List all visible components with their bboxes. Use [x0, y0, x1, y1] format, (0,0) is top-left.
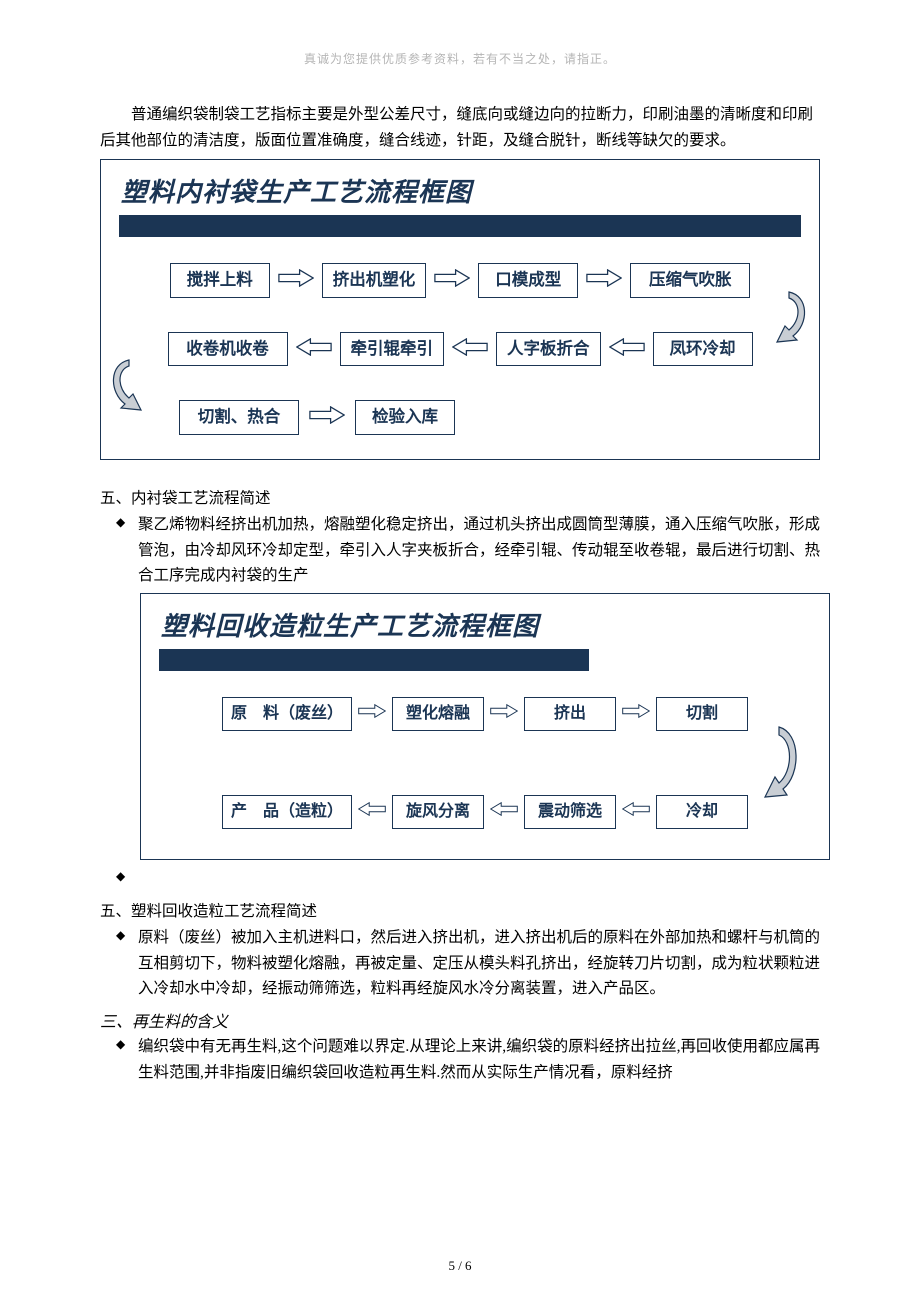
d1-step-6: 牵引辊牵引: [340, 332, 445, 367]
d1-step-8: 凤环冷却: [653, 332, 753, 367]
section-5a-heading: 五、内衬袋工艺流程简述: [100, 486, 820, 508]
arrow-left-icon: [296, 338, 332, 361]
diagram-recycle-flow: 塑料回收造粒生产工艺流程框图 原 料（废丝） 塑化熔融 挤出 切割 产 品（造粒…: [140, 593, 830, 860]
d2-step-4: 切割: [656, 697, 748, 731]
diagram1-title-bar: [119, 215, 801, 237]
d1-curve-down-left: [119, 366, 801, 400]
diagram1-row3: 切割、热合 检验入库: [119, 400, 801, 435]
diagram2-title: 塑料回收造粒生产工艺流程框图: [161, 606, 811, 643]
diagram1-title: 塑料内衬袋生产工艺流程框图: [121, 172, 801, 209]
section-5b-heading: 五、塑料回收造粒工艺流程简述: [100, 899, 820, 921]
section-3-list: 编织袋中有无再生料,这个问题难以界定.从理论上来讲,编织袋的原料经挤出拉丝,再回…: [100, 1034, 820, 1085]
empty-bullet: [138, 866, 820, 892]
d1-step-10: 检验入库: [355, 400, 455, 435]
d2-step-6: 旋风分离: [392, 795, 484, 829]
d1-step-2: 挤出机塑化: [322, 263, 427, 298]
page-header-note: 真诚为您提供优质参考资料，若有不当之处，请指正。: [100, 50, 820, 67]
d1-step-5: 收卷机收卷: [168, 332, 288, 367]
diagram2-row1: 原 料（废丝） 塑化熔融 挤出 切割: [159, 697, 811, 731]
section-5b-list: 原料（废丝）被加入主机进料口，然后进入挤出机，进入挤出机后的原料在外部加热和螺杆…: [100, 925, 820, 1002]
arrow-right-icon: [586, 269, 622, 292]
d1-curve-down-right: [119, 298, 801, 332]
section-3-heading: 三、再生料的含义: [100, 1008, 820, 1032]
diagram1-row1: 搅拌上料 挤出机塑化 口模成型 压缩气吹胀: [119, 263, 801, 298]
d2-step-2: 塑化熔融: [392, 697, 484, 731]
d1-step-7: 人字板折合: [496, 332, 601, 367]
arrow-left-icon: [622, 800, 650, 823]
curve-arrow-icon: [105, 358, 161, 414]
d2-step-3: 挤出: [524, 697, 616, 731]
arrow-right-icon: [434, 269, 470, 292]
page-footer: 5 / 6: [0, 1258, 920, 1274]
d2-step-8: 冷却: [656, 795, 748, 829]
empty-bullet-list: [100, 866, 820, 892]
intro-paragraph: 普通编织袋制袋工艺指标主要是外型公差尺寸，缝底向或缝边向的拉断力，印刷油墨的清晰…: [100, 102, 820, 153]
section-3-item: 编织袋中有无再生料,这个问题难以界定.从理论上来讲,编织袋的原料经挤出拉丝,再回…: [138, 1034, 820, 1085]
d2-step-1: 原 料（废丝）: [222, 697, 352, 731]
arrow-right-icon: [358, 702, 386, 725]
d1-step-4: 压缩气吹胀: [630, 263, 750, 298]
d2-curve-down-right: [159, 731, 811, 795]
diagram2-title-bar: [159, 649, 589, 671]
d1-step-9: 切割、热合: [179, 400, 299, 435]
d1-step-3: 口模成型: [478, 263, 578, 298]
section-5b-item: 原料（废丝）被加入主机进料口，然后进入挤出机，进入挤出机后的原料在外部加热和螺杆…: [138, 925, 820, 1002]
arrow-right-icon: [622, 702, 650, 725]
curve-arrow-icon: [757, 290, 813, 346]
curve-arrow-icon: [749, 725, 805, 801]
d2-step-5: 产 品（造粒）: [222, 795, 352, 829]
arrow-left-icon: [609, 338, 645, 361]
arrow-right-icon: [490, 702, 518, 725]
arrow-left-icon: [358, 800, 386, 823]
arrow-left-icon: [452, 338, 488, 361]
d2-step-7: 震动筛选: [524, 795, 616, 829]
d1-step-1: 搅拌上料: [170, 263, 270, 298]
section-5a-list: 聚乙烯物料经挤出机加热，熔融塑化稳定挤出，通过机头挤出成圆筒型薄膜，通入压缩气吹…: [100, 512, 820, 589]
diagram2-row2: 产 品（造粒） 旋风分离 震动筛选 冷却: [159, 795, 811, 829]
arrow-right-icon: [278, 269, 314, 292]
arrow-left-icon: [490, 800, 518, 823]
diagram-inner-bag-flow: 塑料内衬袋生产工艺流程框图 搅拌上料 挤出机塑化 口模成型 压缩气吹胀 收卷机收…: [100, 159, 820, 460]
section-5a-item: 聚乙烯物料经挤出机加热，熔融塑化稳定挤出，通过机头挤出成圆筒型薄膜，通入压缩气吹…: [138, 512, 820, 589]
arrow-right-icon: [309, 406, 345, 429]
diagram1-row2: 收卷机收卷 牵引辊牵引 人字板折合 凤环冷却: [119, 332, 801, 367]
